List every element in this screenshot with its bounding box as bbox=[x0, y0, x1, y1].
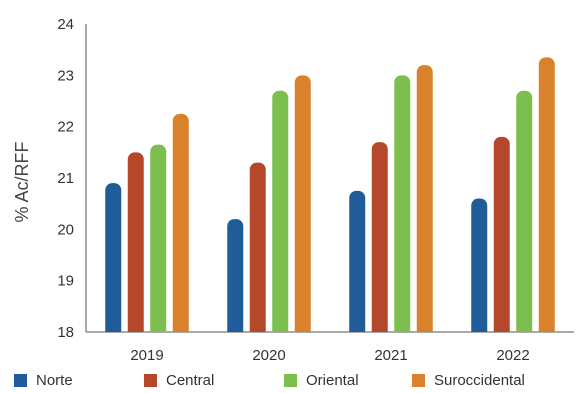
y-tick-label: 20 bbox=[57, 221, 74, 238]
legend-item-norte: Norte bbox=[14, 372, 144, 389]
legend-item-central: Central bbox=[144, 372, 284, 389]
bar-central-2022 bbox=[493, 136, 510, 332]
y-tick-label: 21 bbox=[57, 170, 74, 187]
bar-suroccidental-2021 bbox=[416, 65, 433, 333]
bar-oriental-2022 bbox=[516, 90, 533, 332]
x-tick-labels: 2019 2020 2021 2022 bbox=[130, 347, 529, 364]
bar-suroccidental-2020 bbox=[294, 75, 311, 332]
bar-norte-2021 bbox=[349, 190, 366, 332]
bar-norte-2022 bbox=[471, 198, 488, 332]
legend-label: Central bbox=[166, 372, 215, 389]
legend-swatch bbox=[412, 374, 425, 387]
y-tick-labels: 18 19 20 21 22 23 24 bbox=[57, 16, 74, 341]
y-tick-label: 22 bbox=[57, 119, 74, 136]
bar-central-2020 bbox=[249, 162, 266, 332]
legend-item-suroccidental: Suroccidental bbox=[412, 372, 562, 389]
bar-central-2019 bbox=[127, 152, 144, 332]
x-tick-label: 2021 bbox=[374, 347, 407, 364]
legend: Norte Central Oriental Suroccidental bbox=[14, 372, 562, 389]
y-axis-title: % Ac/RFF bbox=[12, 141, 32, 222]
bar-central-2021 bbox=[371, 142, 388, 332]
legend-label: Suroccidental bbox=[434, 372, 525, 389]
y-tick-label: 23 bbox=[57, 67, 74, 84]
x-tick-label: 2019 bbox=[130, 347, 163, 364]
legend-swatch bbox=[14, 374, 27, 387]
legend-item-oriental: Oriental bbox=[284, 372, 412, 389]
bars bbox=[105, 57, 555, 333]
bar-oriental-2019 bbox=[150, 144, 167, 332]
bar-norte-2020 bbox=[227, 219, 244, 332]
x-tick-label: 2020 bbox=[252, 347, 285, 364]
y-tick-label: 24 bbox=[57, 16, 74, 33]
legend-label: Norte bbox=[36, 372, 73, 389]
x-tick-label: 2022 bbox=[496, 347, 529, 364]
bar-suroccidental-2019 bbox=[172, 113, 189, 332]
y-tick-label: 19 bbox=[57, 273, 74, 290]
bar-oriental-2020 bbox=[272, 90, 289, 332]
bar-suroccidental-2022 bbox=[538, 57, 555, 332]
legend-label: Oriental bbox=[306, 372, 359, 389]
legend-swatch bbox=[144, 374, 157, 387]
bar-oriental-2021 bbox=[394, 75, 411, 332]
y-tick-label: 18 bbox=[57, 324, 74, 341]
bar-norte-2019 bbox=[105, 183, 122, 332]
legend-swatch bbox=[284, 374, 297, 387]
